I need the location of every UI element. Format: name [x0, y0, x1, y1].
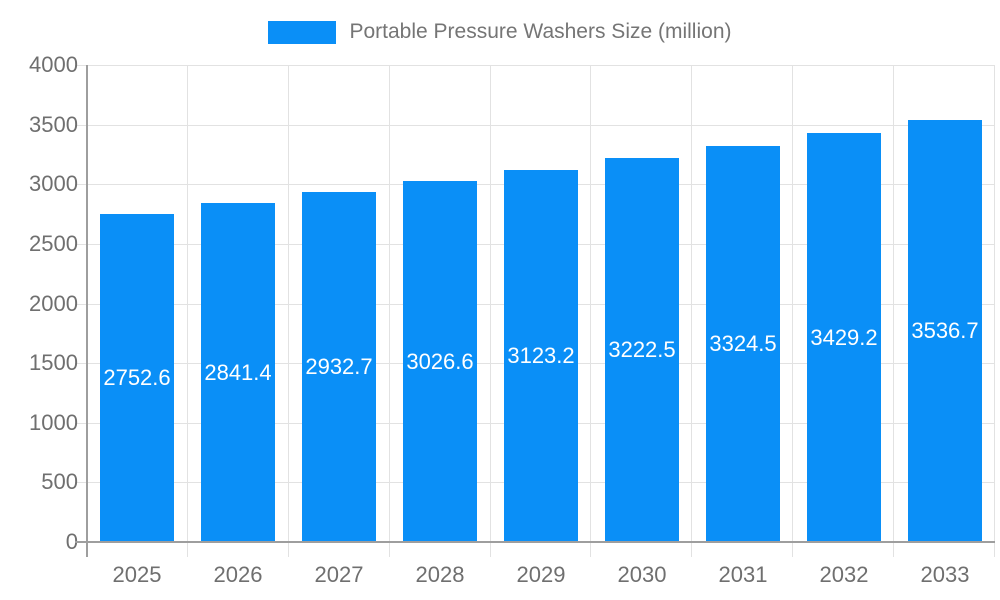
y-axis-tick-label: 500 — [41, 469, 78, 494]
y-axis-line — [86, 65, 88, 557]
y-axis-tick — [75, 125, 87, 126]
legend-label: Portable Pressure Washers Size (million) — [349, 20, 732, 43]
x-gridline — [691, 65, 692, 557]
legend-swatch-icon — [268, 20, 337, 44]
legend-item[interactable]: Portable Pressure Washers Size (million) — [268, 20, 732, 44]
y-axis-tick-label: 2000 — [29, 291, 78, 316]
bar-value-label: 3324.5 — [709, 331, 777, 356]
bar-value-label: 3026.6 — [406, 349, 474, 374]
bar-value-label: 2932.7 — [305, 354, 373, 379]
x-axis-tick-label: 2031 — [718, 562, 768, 587]
bar-value-label: 2752.6 — [103, 365, 171, 390]
x-axis-tick-label: 2026 — [213, 562, 263, 587]
x-axis-line — [75, 541, 995, 543]
x-axis-tick-label: 2027 — [314, 562, 364, 587]
x-axis-tick-label: 2028 — [415, 562, 465, 587]
y-axis-tick — [75, 423, 87, 424]
x-axis-tick-label: 2033 — [920, 562, 970, 587]
bar-2028[interactable] — [403, 181, 477, 542]
x-gridline — [490, 65, 491, 557]
x-gridline — [187, 65, 188, 557]
y-axis-tick — [75, 244, 87, 245]
legend: Portable Pressure Washers Size (million) — [0, 20, 1000, 44]
y-axis-tick — [75, 304, 87, 305]
bar-2025[interactable] — [100, 214, 174, 542]
bar-2031[interactable] — [706, 146, 780, 542]
y-axis-tick-label: 2500 — [29, 231, 78, 256]
x-gridline — [893, 65, 894, 557]
x-axis-tick-label: 2029 — [516, 562, 566, 587]
y-axis-tick — [75, 65, 87, 66]
x-gridline — [792, 65, 793, 557]
y-axis-tick-label: 4000 — [29, 52, 78, 77]
bar-2030[interactable] — [605, 158, 679, 542]
bar-value-label: 3222.5 — [608, 337, 676, 362]
y-axis-tick — [75, 363, 87, 364]
bar-value-label: 3123.2 — [507, 343, 575, 368]
bar-value-label: 3429.2 — [810, 325, 878, 350]
y-axis-tick-label: 0 — [65, 529, 78, 554]
x-gridline — [389, 65, 390, 557]
bar-2033[interactable] — [908, 120, 982, 542]
y-gridline — [87, 125, 995, 126]
bar-2027[interactable] — [302, 192, 376, 542]
y-axis-tick-label: 3000 — [29, 171, 78, 196]
x-gridline — [590, 65, 591, 557]
bar-2032[interactable] — [807, 133, 881, 542]
x-axis-tick-label: 2030 — [617, 562, 667, 587]
x-gridline — [288, 65, 289, 557]
bar-2026[interactable] — [201, 203, 275, 542]
bar-2029[interactable] — [504, 170, 578, 542]
x-gridline — [994, 65, 995, 557]
y-axis-tick — [75, 184, 87, 185]
y-axis-tick — [75, 482, 87, 483]
bar-value-label: 3536.7 — [911, 318, 979, 343]
y-axis-tick-label: 3500 — [29, 112, 78, 137]
x-axis-tick-label: 2025 — [112, 562, 162, 587]
bar-value-label: 2841.4 — [204, 360, 272, 385]
x-axis-tick-label: 2032 — [819, 562, 869, 587]
y-gridline — [87, 65, 995, 66]
y-axis-tick-label: 1000 — [29, 410, 78, 435]
y-axis-tick-label: 1500 — [29, 350, 78, 375]
